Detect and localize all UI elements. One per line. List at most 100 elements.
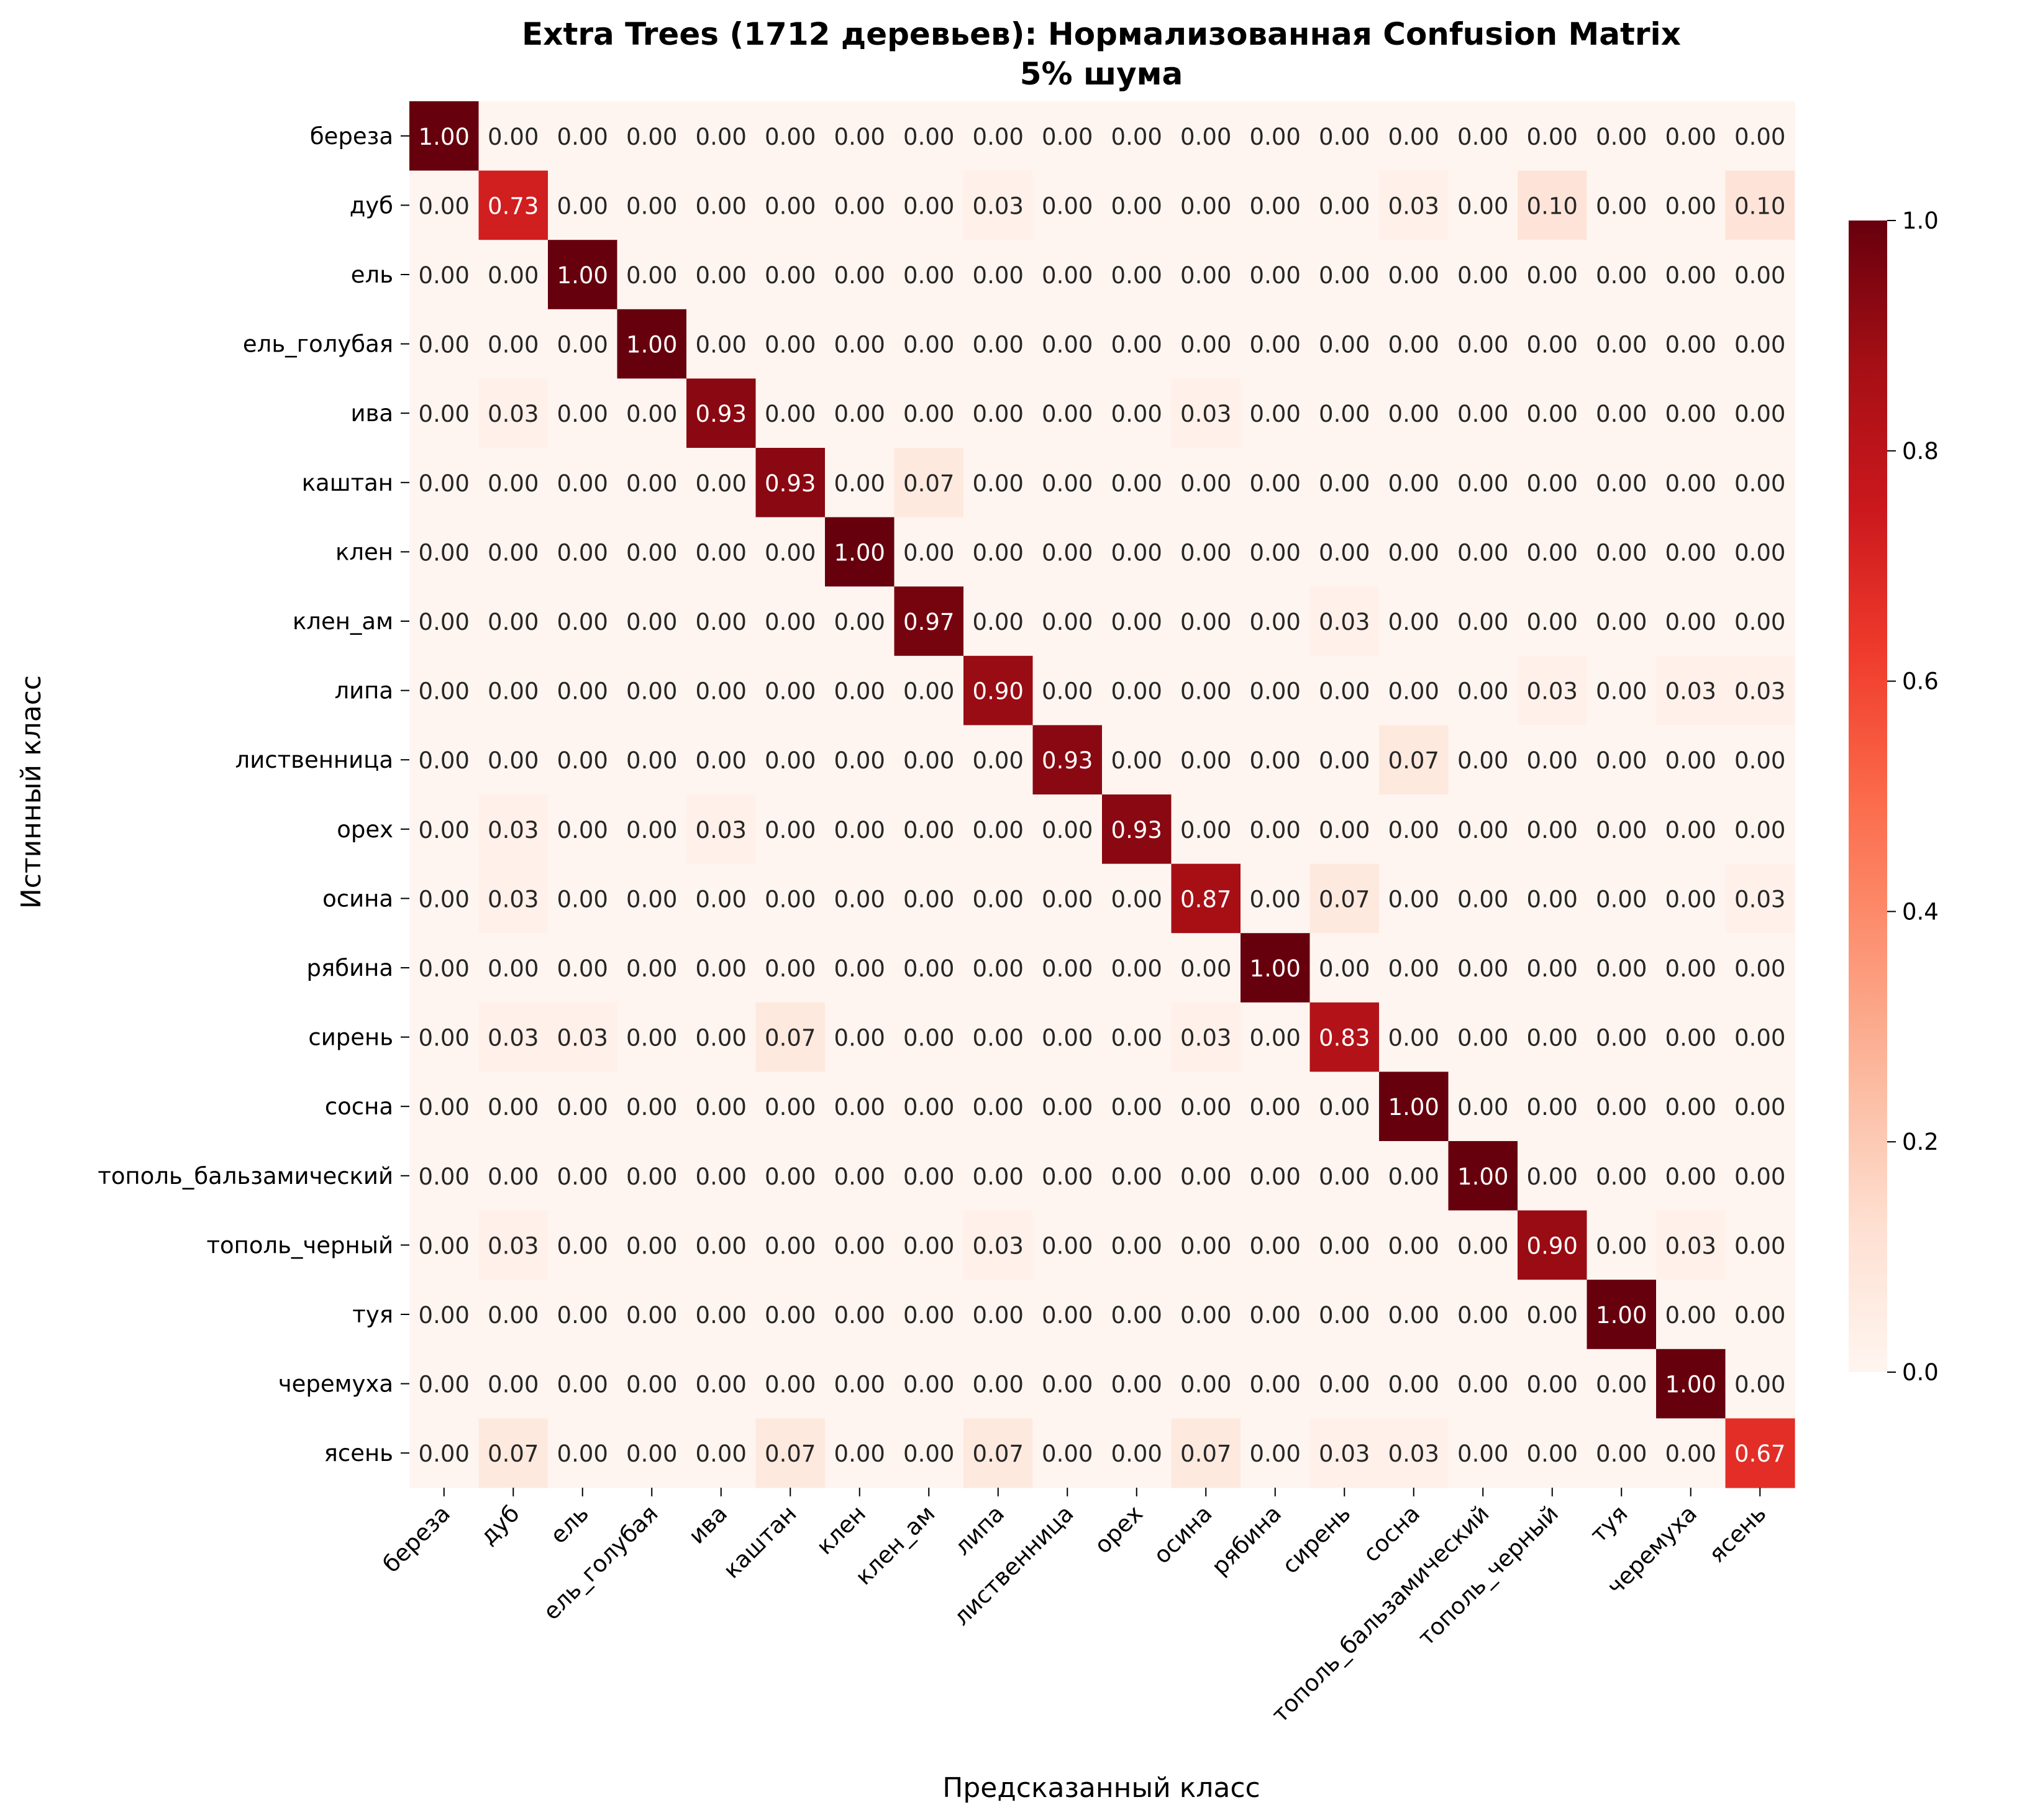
heatmap-cell xyxy=(686,101,757,171)
cell-value-label: 0.00 xyxy=(1527,886,1578,912)
cell-value-label: 0.00 xyxy=(1042,955,1093,982)
cell-value-label: 0.00 xyxy=(1596,124,1647,150)
heatmap-cell xyxy=(1171,933,1241,1003)
colorbar-tick-label: 0.2 xyxy=(1902,1129,1939,1155)
heatmap-cell xyxy=(617,1280,687,1350)
cell-value-label: 0.00 xyxy=(419,332,470,358)
heatmap-cell xyxy=(409,1210,480,1280)
heatmap-cell xyxy=(617,378,687,448)
heatmap-cell xyxy=(617,1002,687,1072)
cell-value-label: 0.00 xyxy=(1596,470,1647,497)
heatmap-cell xyxy=(1656,517,1726,587)
cell-value-label: 0.00 xyxy=(557,401,608,427)
cell-value-label: 0.07 xyxy=(903,470,954,497)
cell-value-label: 0.00 xyxy=(1319,332,1370,358)
heatmap-cell xyxy=(1171,378,1241,448)
cell-value-label: 0.00 xyxy=(1042,539,1093,566)
heatmap-cell xyxy=(617,240,687,310)
heatmap-cell xyxy=(617,655,687,726)
cell-value-label: 0.00 xyxy=(1527,1440,1578,1467)
cell-value-label: 0.00 xyxy=(557,1232,608,1259)
heatmap-cell xyxy=(1379,794,1449,865)
cell-value-label: 0.03 xyxy=(696,817,747,844)
heatmap-cell xyxy=(1587,1210,1657,1280)
cell-value-label: 0.00 xyxy=(1596,678,1647,705)
cell-value-label: 0.00 xyxy=(626,401,677,427)
heatmap-cell xyxy=(963,448,1034,518)
cell-value-label: 0.00 xyxy=(557,1302,608,1329)
heatmap-cell xyxy=(825,1072,895,1142)
cell-value-label: 0.00 xyxy=(834,262,885,289)
heatmap-cell xyxy=(1032,1349,1103,1419)
heatmap-cell xyxy=(548,1141,618,1211)
heatmap-cell xyxy=(1309,655,1380,726)
cell-value-label: 0.00 xyxy=(1734,1094,1785,1121)
heatmap-cell xyxy=(1518,101,1588,171)
heatmap-cell xyxy=(1171,517,1241,587)
cell-value-label: 0.00 xyxy=(1665,817,1716,844)
heatmap-cell xyxy=(478,933,549,1003)
heatmap-cell xyxy=(1102,240,1172,310)
heatmap-cell xyxy=(1102,933,1172,1003)
cell-value-label: 0.00 xyxy=(1319,539,1370,566)
heatmap-cell xyxy=(1032,725,1103,795)
heatmap-cell xyxy=(617,1141,687,1211)
heatmap-cell xyxy=(894,1002,964,1072)
cell-value-label: 0.00 xyxy=(834,470,885,497)
cell-value-label: 0.00 xyxy=(1457,747,1508,774)
heatmap-cell xyxy=(1518,517,1588,587)
cell-value-label: 0.00 xyxy=(626,678,677,705)
cell-value-label: 0.00 xyxy=(1319,1302,1370,1329)
cell-value-label: 0.00 xyxy=(1250,817,1301,844)
x-tick-label: рябина xyxy=(1206,1500,1286,1580)
heatmap-cell xyxy=(686,655,757,726)
cell-value-label: 0.00 xyxy=(1319,1163,1370,1190)
cell-value-label: 0.00 xyxy=(1596,1372,1647,1398)
heatmap-cell xyxy=(963,240,1034,310)
cell-value-label: 0.00 xyxy=(834,1440,885,1467)
heatmap-cell xyxy=(1448,101,1518,171)
cell-value-label: 0.00 xyxy=(488,262,539,289)
heatmap-cell xyxy=(894,1072,964,1142)
heatmap-cell xyxy=(1102,170,1172,240)
cell-value-label: 0.03 xyxy=(1319,1440,1370,1467)
cell-value-label: 0.00 xyxy=(1250,539,1301,566)
cell-value-label: 0.00 xyxy=(488,955,539,982)
heatmap-cell xyxy=(1241,170,1311,240)
heatmap-cell xyxy=(1725,794,1795,865)
heatmap-cell xyxy=(963,725,1034,795)
cell-value-label: 0.00 xyxy=(1734,124,1785,150)
cell-value-label: 0.00 xyxy=(1250,747,1301,774)
heatmap-cell xyxy=(1725,1002,1795,1072)
heatmap-cell xyxy=(686,725,757,795)
heatmap-cell xyxy=(1309,1210,1380,1280)
cell-value-label: 0.00 xyxy=(419,1372,470,1398)
heatmap-cell xyxy=(1241,1280,1311,1350)
heatmap-cell xyxy=(1587,1418,1657,1488)
heatmap-cell xyxy=(478,448,549,518)
heatmap-cell xyxy=(1379,1349,1449,1419)
heatmap-cell xyxy=(825,586,895,657)
heatmap-cell xyxy=(1309,1002,1380,1072)
heatmap-cell xyxy=(1241,933,1311,1003)
heatmap-cell xyxy=(1656,725,1726,795)
cell-value-label: 0.00 xyxy=(1319,678,1370,705)
heatmap-cell xyxy=(548,448,618,518)
cell-value-label: 0.00 xyxy=(1596,1094,1647,1121)
heatmap-cell xyxy=(1032,1072,1103,1142)
cell-value-label: 0.00 xyxy=(1180,1302,1231,1329)
heatmap-cell xyxy=(409,517,480,587)
colorbar-tick-label: 0.0 xyxy=(1902,1359,1939,1386)
cell-value-label: 0.90 xyxy=(1527,1232,1578,1259)
heatmap-cell xyxy=(1171,240,1241,310)
x-tick-label: липа xyxy=(949,1500,1009,1560)
heatmap-cell xyxy=(548,794,618,865)
cell-value-label: 0.00 xyxy=(1042,609,1093,635)
heatmap-cell xyxy=(1518,655,1588,726)
heatmap-cell xyxy=(894,240,964,310)
cell-value-label: 0.00 xyxy=(765,332,816,358)
y-tick-label: лиственница xyxy=(235,747,393,773)
cell-value-label: 0.00 xyxy=(488,1302,539,1329)
heatmap-cell xyxy=(1171,586,1241,657)
cell-value-label: 0.00 xyxy=(696,1163,747,1190)
